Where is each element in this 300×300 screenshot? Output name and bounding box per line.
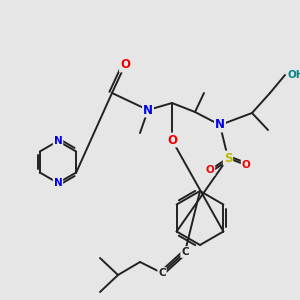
Text: O: O [242,160,250,170]
Text: O: O [120,58,130,71]
Text: OH: OH [287,70,300,80]
Text: C: C [158,268,166,278]
Text: N: N [143,103,153,116]
Text: S: S [224,152,232,164]
Text: C: C [181,247,189,257]
Text: N: N [54,136,62,146]
Text: O: O [206,165,214,175]
Text: O: O [167,134,177,146]
Text: N: N [54,178,62,188]
Text: N: N [215,118,225,131]
